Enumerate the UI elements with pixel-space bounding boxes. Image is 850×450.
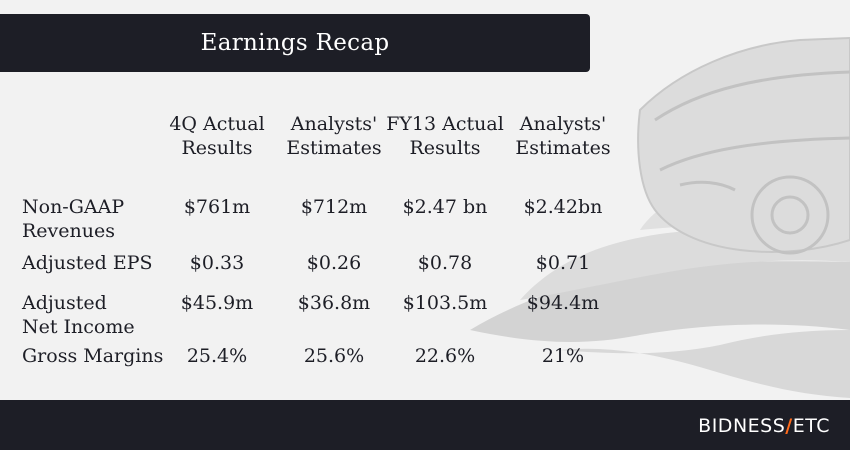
table-cell: $36.8m — [297, 292, 371, 314]
column-header: Analysts' Estimates — [286, 113, 382, 159]
table-cell: $45.9m — [180, 292, 254, 314]
table-cell: $0.33 — [189, 252, 245, 274]
footer-bar: BIDNESS/ETC — [0, 400, 850, 450]
table-cell: 21% — [541, 345, 585, 367]
table-cell: 25.4% — [186, 345, 248, 367]
row-label: Adjusted EPS — [22, 252, 153, 274]
column-header: 4Q Actual Results — [169, 113, 265, 159]
column-header: FY13 Actual Results — [386, 113, 504, 159]
earnings-table: 4Q Actual Results Analysts' Estimates FY13… — [22, 113, 611, 367]
column-header: Analysts' Estimates — [515, 113, 611, 159]
table-cell: $2.42bn — [523, 196, 603, 218]
brand-part2: ETC — [792, 415, 830, 437]
title-banner: Earnings Recap — [0, 14, 590, 72]
table-cell: 25.6% — [303, 345, 365, 367]
row-label: Adjusted Net Income — [22, 292, 135, 338]
row-label: Non-GAAP Revenues — [22, 196, 125, 242]
brand-part1: BIDNESS — [698, 415, 786, 437]
table-cell: 22.6% — [414, 345, 476, 367]
table-cell: $0.78 — [417, 252, 473, 274]
table-cell: $94.4m — [526, 292, 600, 314]
brand-logo: BIDNESS/ETC — [698, 415, 830, 437]
table-cell: $103.5m — [402, 292, 488, 314]
brand-accent: / — [785, 415, 793, 437]
row-label: Gross Margins — [22, 345, 164, 367]
table-cell: $761m — [183, 196, 251, 218]
table-cell: $2.47 bn — [402, 196, 488, 218]
table-cell: $712m — [300, 196, 368, 218]
table-cell: $0.26 — [306, 252, 362, 274]
table-cell: $0.71 — [535, 252, 591, 274]
chart-title: Earnings Recap — [200, 30, 390, 56]
